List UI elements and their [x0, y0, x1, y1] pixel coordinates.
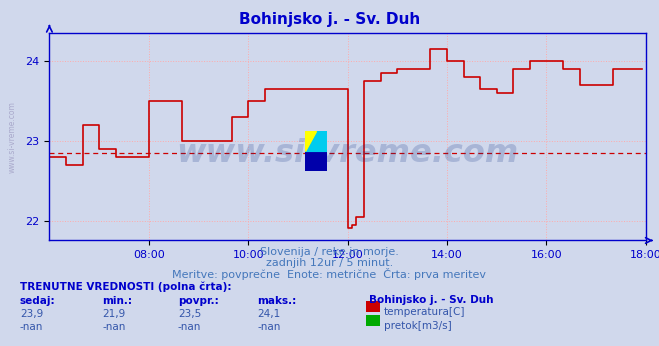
Text: zadnjih 12ur / 5 minut.: zadnjih 12ur / 5 minut. [266, 258, 393, 268]
Polygon shape [305, 131, 316, 152]
Text: www.si-vreme.com: www.si-vreme.com [8, 101, 17, 173]
Text: Bohinjsko j. - Sv. Duh: Bohinjsko j. - Sv. Duh [369, 295, 494, 305]
Text: 23,9: 23,9 [20, 309, 43, 319]
Text: min.:: min.: [102, 296, 132, 306]
Text: 24,1: 24,1 [257, 309, 280, 319]
Text: -nan: -nan [178, 322, 201, 333]
Polygon shape [305, 131, 327, 152]
Text: -nan: -nan [102, 322, 125, 333]
Text: -nan: -nan [257, 322, 280, 333]
Text: pretok[m3/s]: pretok[m3/s] [384, 321, 451, 331]
Text: TRENUTNE VREDNOSTI (polna črta):: TRENUTNE VREDNOSTI (polna črta): [20, 282, 231, 292]
Text: maks.:: maks.: [257, 296, 297, 306]
Polygon shape [305, 152, 327, 171]
Text: 23,5: 23,5 [178, 309, 201, 319]
Text: povpr.:: povpr.: [178, 296, 219, 306]
Text: temperatura[C]: temperatura[C] [384, 307, 465, 317]
Text: Slovenija / reke in morje.: Slovenija / reke in morje. [260, 247, 399, 257]
Text: sedaj:: sedaj: [20, 296, 55, 306]
Text: 21,9: 21,9 [102, 309, 125, 319]
Text: Meritve: povprečne  Enote: metrične  Črta: prva meritev: Meritve: povprečne Enote: metrične Črta:… [173, 268, 486, 280]
Text: www.si-vreme.com: www.si-vreme.com [177, 138, 519, 169]
Text: Bohinjsko j. - Sv. Duh: Bohinjsko j. - Sv. Duh [239, 12, 420, 27]
Text: -nan: -nan [20, 322, 43, 333]
